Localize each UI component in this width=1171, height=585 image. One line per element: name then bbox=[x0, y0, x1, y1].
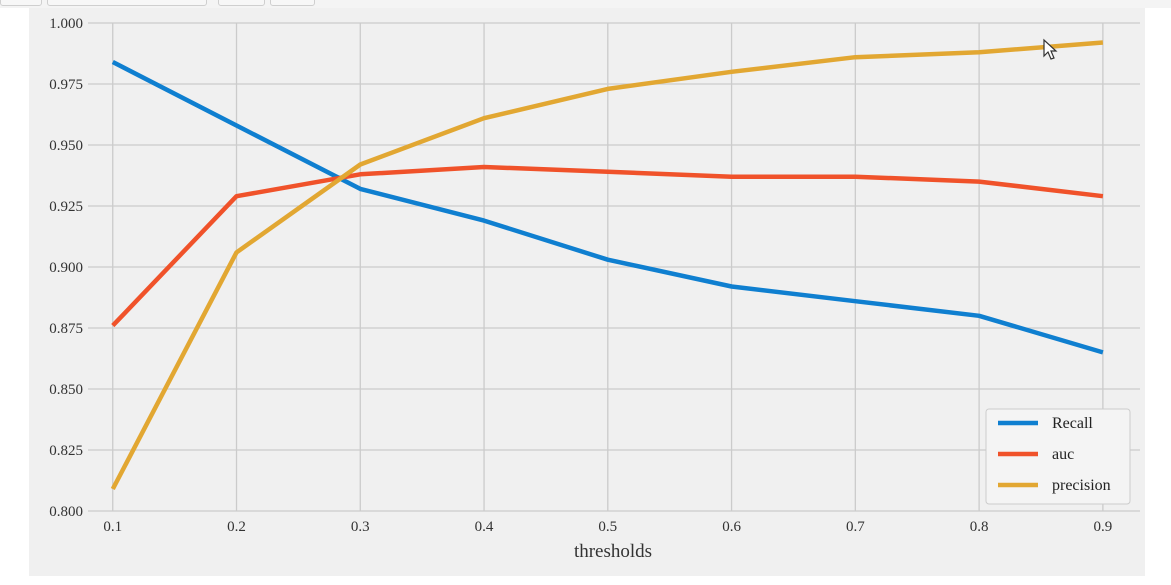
toolbar-tab[interactable] bbox=[47, 0, 207, 6]
series-lines bbox=[110, 40, 1104, 491]
legend: Recall auc precision bbox=[985, 408, 1131, 505]
y-tick-label: 0.900 bbox=[49, 260, 83, 276]
legend-label-precision: precision bbox=[1052, 477, 1111, 494]
x-tick-label: 0.4 bbox=[475, 519, 494, 535]
series-line-precision bbox=[110, 40, 1104, 491]
y-tick-label: 0.925 bbox=[49, 199, 83, 215]
y-tick-label: 0.975 bbox=[49, 77, 83, 93]
x-tick-label: 0.3 bbox=[351, 519, 370, 535]
series-line-recall bbox=[111, 59, 1104, 355]
y-tick-label: 1.000 bbox=[49, 16, 83, 32]
x-tick-label: 0.8 bbox=[970, 519, 989, 535]
series-line-auc bbox=[111, 164, 1104, 328]
toolbar-tab[interactable] bbox=[218, 0, 265, 6]
x-axis-label: thresholds bbox=[574, 541, 652, 562]
y-tick-label: 0.950 bbox=[49, 138, 83, 154]
toolbar-tab[interactable] bbox=[270, 0, 315, 6]
x-tick-label: 0.6 bbox=[722, 519, 741, 535]
y-tick-label: 0.800 bbox=[49, 504, 83, 520]
legend-label-auc: auc bbox=[1052, 446, 1074, 463]
y-tick-label: 0.850 bbox=[49, 382, 83, 398]
toolbar-tab[interactable] bbox=[0, 0, 42, 6]
legend-box bbox=[985, 408, 1131, 505]
x-axis-ticks: 0.1 0.2 0.3 0.4 0.5 0.6 0.7 0.8 0.9 bbox=[103, 519, 1112, 535]
grid bbox=[88, 22, 1140, 512]
x-tick-label: 0.5 bbox=[598, 519, 617, 535]
y-tick-label: 0.875 bbox=[49, 321, 83, 337]
x-tick-label: 0.2 bbox=[227, 519, 246, 535]
x-tick-label: 0.9 bbox=[1093, 519, 1112, 535]
top-strip bbox=[0, 0, 1171, 8]
y-tick-label: 0.825 bbox=[49, 443, 83, 459]
mouse-cursor-icon bbox=[1043, 38, 1058, 60]
x-tick-label: 0.1 bbox=[103, 519, 122, 535]
y-axis-ticks: 0.800 0.825 0.850 0.875 0.900 0.925 0.950 0.975… bbox=[49, 16, 83, 520]
x-tick-label: 0.7 bbox=[846, 519, 865, 535]
legend-label-recall: Recall bbox=[1052, 415, 1093, 432]
